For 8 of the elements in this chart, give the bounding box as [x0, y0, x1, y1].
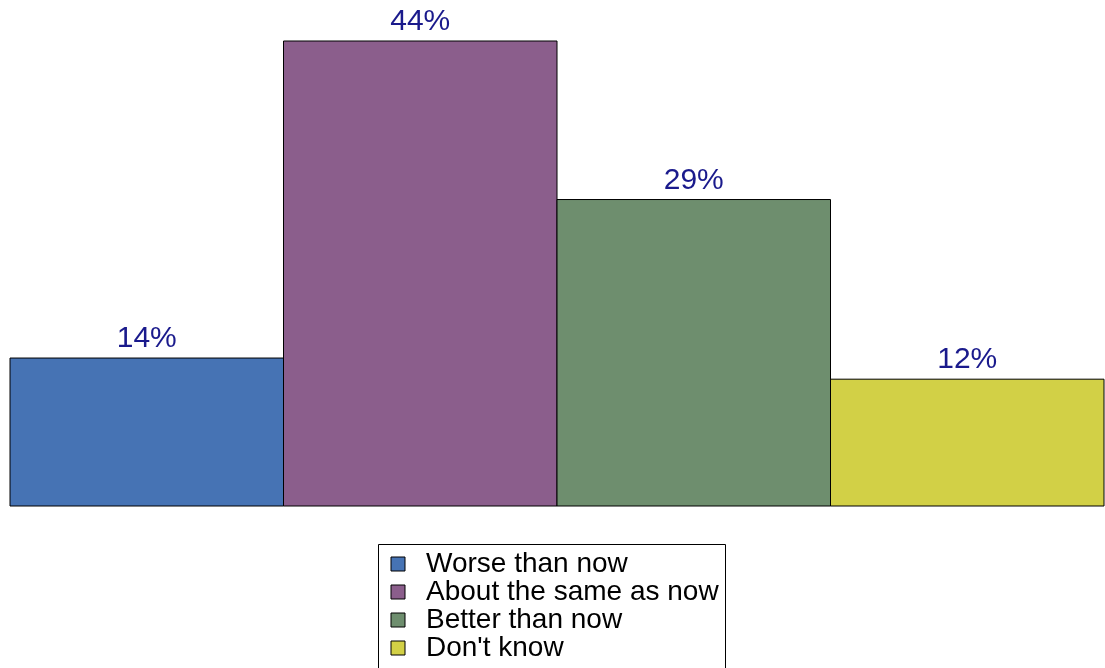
legend-label: Don't know — [426, 631, 565, 662]
legend-label: About the same as now — [426, 575, 720, 606]
data-label: 12% — [937, 341, 998, 375]
legend-label: Better than now — [426, 603, 623, 634]
data-label: 14% — [116, 320, 177, 354]
legend-label: Worse than now — [426, 547, 629, 578]
data-label: 44% — [390, 3, 451, 36]
data-label: 29% — [663, 161, 724, 195]
